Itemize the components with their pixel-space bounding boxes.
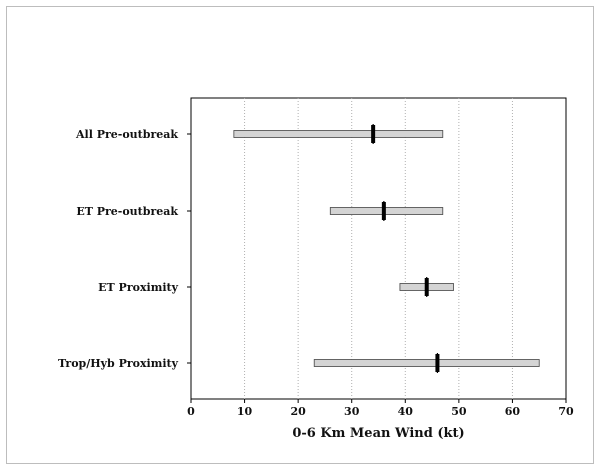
range-bar (329, 207, 444, 215)
category-labels: All Pre-outbreak ET Pre-outbreak ET Proxim… (58, 128, 191, 370)
category-label: ET Proximity (98, 281, 178, 294)
range-bar (313, 359, 540, 367)
x-tick-label: 60 (505, 405, 521, 418)
x-tick-label: 10 (237, 405, 253, 418)
grid-lines (244, 98, 513, 399)
x-tick-label: 40 (398, 405, 414, 418)
x-tick-label: 30 (344, 405, 360, 418)
range-markers (371, 124, 440, 373)
x-tick-label: 50 (451, 405, 467, 418)
plot-area (190, 97, 567, 400)
category-label: Trop/Hyb Proximity (58, 357, 179, 370)
x-axis-title: 0-6 Km Mean Wind (kt) (292, 426, 464, 441)
x-tick-labels: 0 10 20 30 40 50 60 70 (187, 399, 574, 418)
x-tick-label: 20 (290, 405, 306, 418)
range-bar (233, 130, 444, 138)
category-label: ET Pre-outbreak (76, 205, 178, 218)
category-label: All Pre-outbreak (75, 128, 178, 141)
x-tick-label: 0 (187, 405, 195, 418)
x-tick-label: 70 (558, 405, 574, 418)
figure-frame (6, 6, 594, 464)
